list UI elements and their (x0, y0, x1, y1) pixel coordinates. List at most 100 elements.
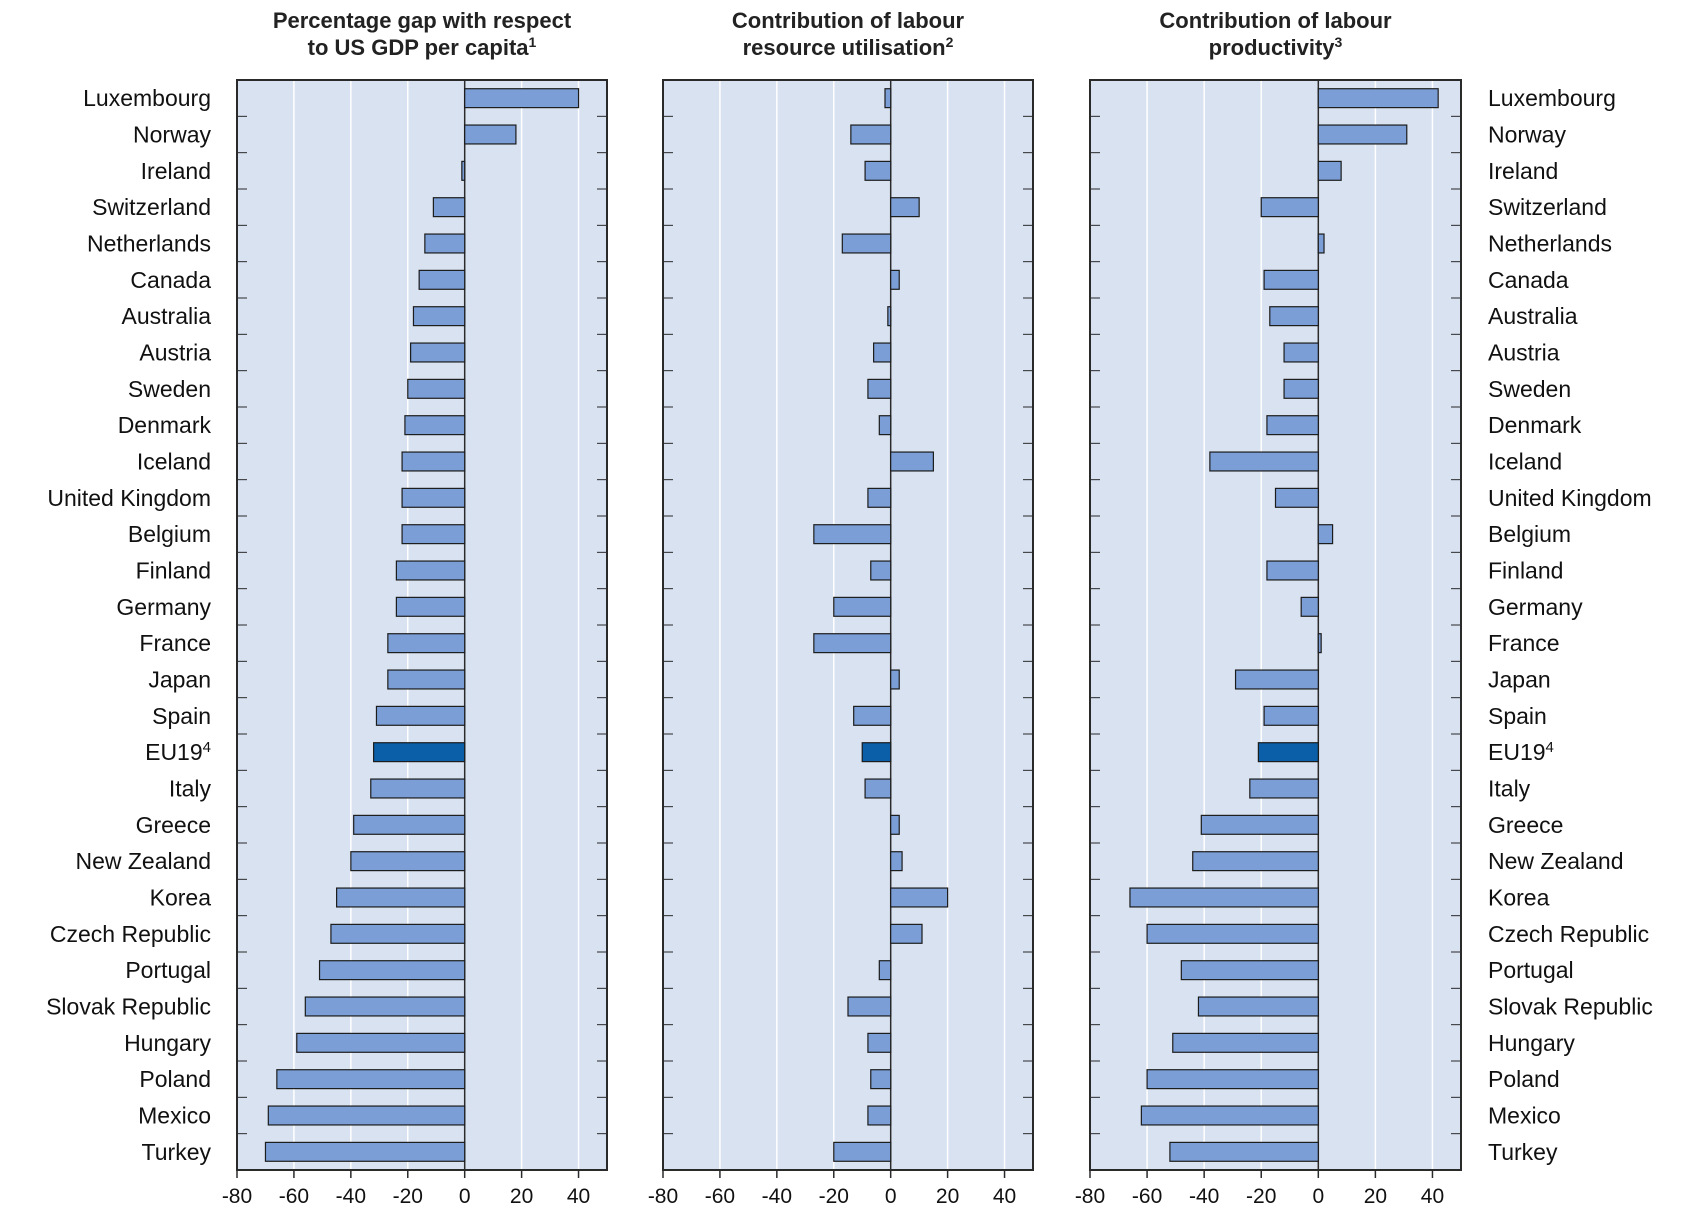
bar (813, 633, 892, 654)
country-label-left: Mexico (138, 1103, 211, 1129)
bar (1129, 887, 1319, 908)
country-label-right: Switzerland (1488, 194, 1607, 220)
x-tick-label: 40 (993, 1185, 1016, 1208)
x-tick-label: 0 (885, 1185, 897, 1208)
panel-title: Contribution of labour (732, 8, 965, 33)
x-tick-label: -40 (336, 1185, 366, 1208)
bar (861, 742, 892, 763)
country-label-right: Korea (1488, 885, 1550, 911)
x-tick-label: 40 (567, 1185, 590, 1208)
country-label-left: Slovak Republic (46, 994, 211, 1020)
country-label-left: Turkey (142, 1139, 212, 1165)
panel-title: resource utilisation2 (743, 34, 954, 60)
country-label-left: EU194 (145, 739, 211, 765)
bar (1234, 669, 1319, 690)
bar (890, 851, 903, 872)
bar (847, 996, 892, 1017)
country-label-left: Norway (133, 122, 211, 148)
bar (887, 306, 892, 327)
bar (890, 197, 920, 218)
bar (267, 1105, 466, 1126)
bar (1317, 88, 1439, 109)
country-label-right: Germany (1488, 594, 1583, 620)
country-label-right: Japan (1488, 667, 1551, 693)
bar (890, 887, 949, 908)
country-label-left: Poland (139, 1066, 211, 1092)
bar (1283, 342, 1319, 363)
bar (401, 524, 466, 545)
country-label-right: Australia (1488, 303, 1578, 329)
bar (1146, 1069, 1319, 1090)
country-label-right: Ireland (1488, 158, 1558, 184)
bar (336, 887, 466, 908)
bar (867, 378, 892, 399)
bar (464, 124, 517, 145)
bar (350, 851, 466, 872)
plot-area (1090, 80, 1461, 1170)
country-label-left: Italy (169, 776, 212, 802)
bar (890, 923, 923, 944)
bar (1317, 160, 1342, 181)
country-label-right: Turkey (1488, 1139, 1558, 1165)
country-label-right: Netherlands (1488, 231, 1612, 257)
bar (850, 124, 892, 145)
bar (878, 960, 892, 981)
bar (304, 996, 466, 1017)
country-label-left: Finland (136, 558, 211, 584)
bar (1263, 269, 1319, 290)
x-tick-label: 40 (1421, 1185, 1444, 1208)
country-label-right: Belgium (1488, 521, 1571, 547)
country-label-right: Mexico (1488, 1103, 1561, 1129)
bar (387, 669, 466, 690)
bar (870, 1069, 892, 1090)
bar (387, 633, 466, 654)
bar (404, 415, 466, 436)
bar (1300, 596, 1319, 617)
bar (890, 269, 900, 290)
bar (412, 306, 466, 327)
bar (1269, 306, 1319, 327)
bar (318, 960, 466, 981)
country-label-right: Portugal (1488, 957, 1574, 983)
bar (1249, 778, 1319, 799)
country-label-right: Spain (1488, 703, 1547, 729)
bar (833, 596, 892, 617)
country-label-left: United Kingdom (47, 485, 211, 511)
bar (1257, 742, 1319, 763)
bar (1140, 1105, 1319, 1126)
bar (1283, 378, 1319, 399)
bar (884, 88, 892, 109)
bar (841, 233, 892, 254)
country-label-right: EU194 (1488, 739, 1554, 765)
bar (864, 160, 892, 181)
bar (401, 487, 466, 508)
bar (373, 742, 466, 763)
bar (264, 1141, 466, 1162)
bar (1172, 1032, 1319, 1053)
country-label-left: Australia (122, 303, 212, 329)
country-label-left: Canada (130, 267, 211, 293)
x-tick-label: -40 (1189, 1185, 1219, 1208)
bar (1169, 1141, 1319, 1162)
panel-title: Percentage gap with respect (273, 8, 572, 33)
country-label-right: Luxembourg (1488, 85, 1616, 111)
bar (1197, 996, 1319, 1017)
plot-frame (236, 79, 608, 1171)
bar (890, 451, 934, 472)
bar (890, 669, 900, 690)
plot-area (663, 80, 1033, 1170)
bar (873, 342, 892, 363)
bar (1317, 524, 1334, 545)
x-tick-label: -20 (393, 1185, 423, 1208)
bar (410, 342, 466, 363)
bar (1317, 124, 1408, 145)
country-label-right: Austria (1488, 340, 1560, 366)
bar (296, 1032, 466, 1053)
bar (1266, 560, 1319, 581)
bar (461, 160, 466, 181)
country-label-left: Denmark (118, 412, 212, 438)
bar (1260, 197, 1319, 218)
x-tick-label: 0 (459, 1185, 471, 1208)
